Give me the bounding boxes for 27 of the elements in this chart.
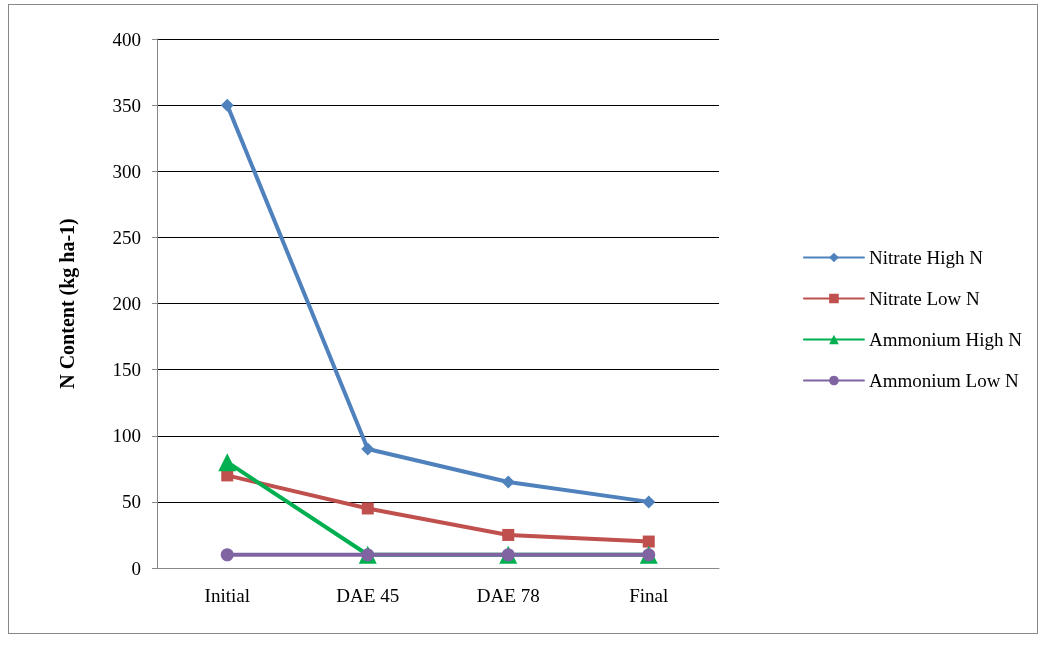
point <box>501 475 515 489</box>
y-tick-label: 0 <box>131 557 141 579</box>
x-tick-label: DAE 78 <box>476 585 540 606</box>
y-tick-label: 200 <box>112 293 141 314</box>
x-tick-label: Final <box>629 585 669 606</box>
y-tick-label: 250 <box>112 226 141 248</box>
y-tick-label: 150 <box>112 359 141 381</box>
point <box>220 548 234 562</box>
point <box>642 535 655 548</box>
legend-label: Nitrate Low N <box>868 288 981 309</box>
y-axis-title: N Content (kg ha-1) <box>56 218 79 389</box>
legend-label: Nitrate High N <box>868 247 984 268</box>
point <box>361 442 375 456</box>
point <box>642 495 656 509</box>
legend-label: Ammonium High N <box>868 329 1023 350</box>
legend-label: Ammonium Low N <box>868 370 1020 391</box>
y-tick-label: 300 <box>112 160 141 182</box>
x-tick-label: DAE 45 <box>336 585 400 606</box>
point <box>502 528 515 541</box>
y-tick-label: 50 <box>122 491 141 513</box>
point <box>361 502 374 515</box>
x-tick-label: Initial <box>204 585 250 606</box>
point <box>218 453 237 472</box>
y-tick-label: 400 <box>112 28 141 50</box>
y-tick-label: 100 <box>112 425 141 447</box>
point <box>220 98 234 112</box>
y-tick-label: 350 <box>112 94 141 116</box>
